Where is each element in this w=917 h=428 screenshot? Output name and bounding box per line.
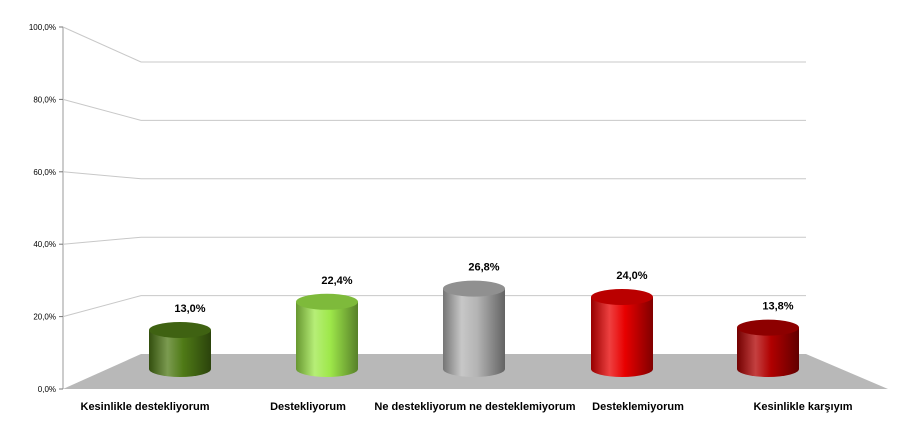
- bar-body: [443, 288, 505, 377]
- x-tick-label: Kesinlikle destekliyorum: [81, 401, 210, 413]
- y-axis-ticks: 0,0% 20,0% 40,0% 60,0% 80,0% 100,0%: [29, 23, 63, 394]
- bar-body: [591, 297, 653, 377]
- data-label: 13,0%: [174, 303, 205, 315]
- y-tick-label: 40,0%: [33, 240, 56, 249]
- gridline-diagonal: [62, 98, 142, 121]
- bar-top-cap: [443, 280, 505, 297]
- bar-body: [296, 301, 358, 377]
- gridline-diagonal: [62, 171, 142, 180]
- bar: [591, 289, 653, 377]
- bar-top-cap: [296, 293, 358, 310]
- x-axis-labels: Kesinlikle destekliyorum Destekliyorum Ne …: [81, 401, 853, 413]
- x-tick-label: Destekliyorum: [270, 401, 346, 413]
- data-label: 22,4%: [321, 275, 352, 287]
- bar-top-cap: [149, 322, 211, 338]
- bar: [737, 319, 799, 377]
- bar: [149, 322, 211, 377]
- gridline-diagonal: [62, 26, 142, 63]
- x-tick-label: Desteklemiyorum: [592, 401, 684, 413]
- bar-body: [737, 327, 799, 377]
- y-tick-label: 80,0%: [33, 95, 56, 104]
- bars: [149, 280, 799, 377]
- bar-top-cap: [737, 319, 799, 336]
- data-label: 26,8%: [468, 262, 499, 274]
- y-tick-label: 0,0%: [38, 385, 56, 394]
- bar: [443, 280, 505, 377]
- bar-body: [149, 330, 211, 377]
- x-tick-label: Ne destekliyorum ne desteklemiyorum: [374, 401, 575, 413]
- data-label: 13,8%: [762, 301, 793, 313]
- gridline-diagonal: [62, 236, 142, 245]
- y-tick-label: 20,0%: [33, 313, 56, 322]
- x-tick-label: Kesinlikle karşıyım: [753, 401, 852, 413]
- gridlines: [62, 26, 806, 318]
- gridline-diagonal: [62, 295, 142, 318]
- bar: [296, 293, 358, 377]
- y-tick-label: 100,0%: [29, 23, 56, 32]
- data-labels: 13,0% 22,4% 26,8% 24,0% 13,8%: [174, 262, 793, 315]
- y-tick-label: 60,0%: [33, 168, 56, 177]
- data-label: 24,0%: [616, 270, 647, 282]
- bar-top-cap: [591, 289, 653, 305]
